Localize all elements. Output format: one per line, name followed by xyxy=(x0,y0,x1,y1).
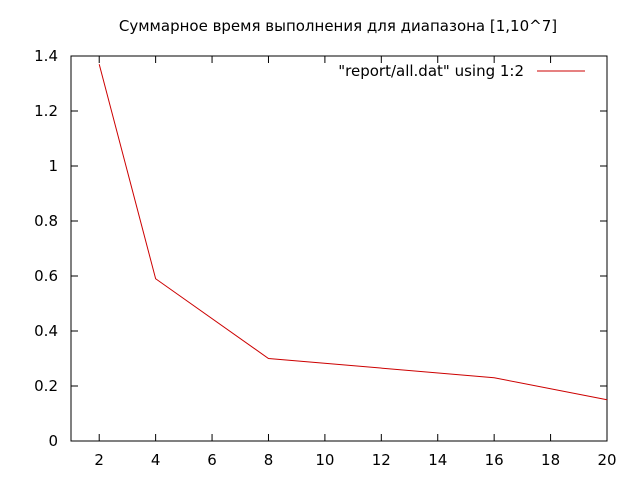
x-tick-label: 6 xyxy=(207,451,217,469)
x-tick-label: 14 xyxy=(428,451,447,469)
y-tick-label: 1.2 xyxy=(34,102,58,120)
x-tick-label: 4 xyxy=(151,451,161,469)
x-tick-label: 8 xyxy=(264,451,274,469)
x-tick-label: 16 xyxy=(485,451,504,469)
x-tick-label: 10 xyxy=(315,451,334,469)
series-line xyxy=(98,64,608,401)
y-tick-label: 0 xyxy=(48,432,58,450)
legend: "report/all.dat" using 1:2 xyxy=(338,62,585,80)
chart-title: Суммарное время выполнения для диапазона… xyxy=(119,17,557,35)
axes: 2 4 6 8 10 12 14 16 18 20 0 0.2 0.4 0.6 0.8 1 1.2 1.4 xyxy=(34,47,616,469)
x-tick-label: 12 xyxy=(372,451,391,469)
y-tick-label: 0.4 xyxy=(34,322,58,340)
x-tick-label: 20 xyxy=(597,451,616,469)
y-tick-label: 1 xyxy=(48,157,58,175)
x-tick-label: 18 xyxy=(541,451,560,469)
y-tick-label: 0.8 xyxy=(34,212,58,230)
y-tick-label: 0.6 xyxy=(34,267,58,285)
series-layer xyxy=(98,64,608,401)
plot-frame xyxy=(70,55,608,442)
y-tick-label: 1.4 xyxy=(34,47,58,65)
y-tick-label: 0.2 xyxy=(34,377,58,395)
legend-label: "report/all.dat" using 1:2 xyxy=(338,62,524,80)
x-tick-label: 2 xyxy=(94,451,104,469)
